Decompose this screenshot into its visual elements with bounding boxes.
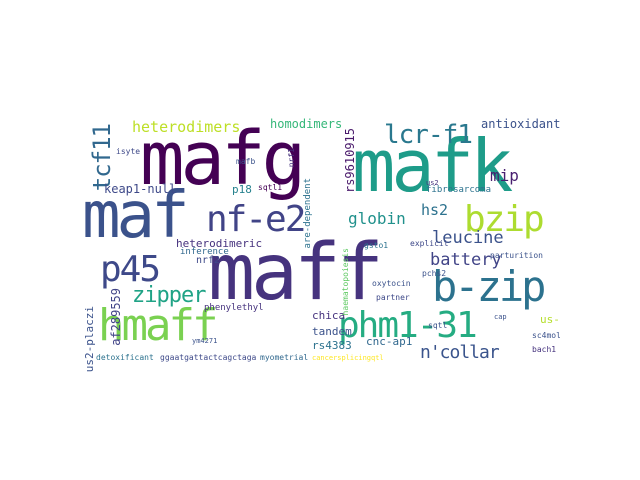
word-chica: chica <box>312 309 346 322</box>
word-parturition: parturition <box>490 251 543 260</box>
word-gsto1: gsto1 <box>364 241 389 250</box>
word-heterodimers: heterodimers <box>132 118 241 136</box>
word-heterodimeric: heterodimeric <box>176 237 263 250</box>
word-inference: inference <box>180 247 229 257</box>
word-sqtl1: sqtl1 <box>258 183 283 192</box>
word-rs4383: rs4383 <box>312 339 352 352</box>
word-oxytocin: oxytocin <box>372 279 411 288</box>
word-pchs2: pchs2 <box>422 269 447 278</box>
word-haematopoiesis: haematopoiesis <box>341 248 350 316</box>
word-bach1: bach1 <box>532 345 557 354</box>
word-af289559: af289559 <box>109 288 123 346</box>
word-partner: partner <box>376 293 410 302</box>
word-leucine: leucine <box>432 228 504 248</box>
word-bzip: bzip <box>464 199 545 240</box>
word-p45: p45 <box>100 249 161 290</box>
word-globin: globin <box>348 209 406 228</box>
word-isyte: isyte <box>116 147 141 156</box>
word-mafg: mafg <box>140 116 306 202</box>
word-cloud: maff mafk mafg maf hmaff phm1-31 b-zip n… <box>80 108 560 372</box>
word-us-2: us-2 <box>540 313 560 326</box>
word-hmaff: hmaff <box>98 300 218 351</box>
word-nf-e2: nf-e2 <box>206 199 306 240</box>
word-fibrosarcoma: fibrosarcoma <box>426 185 492 195</box>
word-rs9610915: rs9610915 <box>343 128 357 194</box>
word-mafk: mafk <box>352 124 513 208</box>
word-battery: battery <box>430 250 502 270</box>
word-nus2-placzi: nus2-placzi <box>83 306 96 372</box>
word-b-zip: b-zip <box>432 262 546 311</box>
word-homodimers: homodimers <box>270 117 343 131</box>
word-phm1-31: phm1-31 <box>338 305 478 346</box>
word-maf: maf <box>82 179 190 253</box>
word-cancersplicingqtl: cancersplicingqtl <box>312 354 384 362</box>
word-cnc-ap1: cnc-ap1 <box>366 335 413 348</box>
word-are-dependent: are-dependent <box>303 178 313 249</box>
word-antioxidant: antioxidant <box>481 117 560 131</box>
word-explicit: explicit <box>410 239 449 248</box>
word-mip: mip <box>490 166 519 185</box>
word-ncollar: n'collar <box>420 342 500 363</box>
word-detoxificant: detoxificant <box>96 353 154 362</box>
word-lcr-f1: lcr-f1 <box>384 120 473 150</box>
word-phenylethyl: phenylethyl <box>204 303 264 313</box>
word-zipper: zipper <box>132 283 206 308</box>
word-tandem: tandem <box>312 325 352 338</box>
word-sc4mol: sc4mol <box>532 331 560 340</box>
word-ggaatgattactcagctaga: ggaatgattactcagctaga <box>160 353 257 362</box>
word-mafb: mafb <box>236 157 256 166</box>
word-maff: maff <box>208 228 384 318</box>
word-sqtl: sqtl <box>428 321 448 330</box>
word-ym4271: ym4271 <box>192 337 218 345</box>
word-nrf2: nrf2 <box>196 255 221 266</box>
word-myometrial: myometrial <box>260 353 309 362</box>
word-nrf1: nrf1 <box>287 148 296 168</box>
word-keap1-null: keap1-null <box>104 182 177 196</box>
word-p18: p18 <box>232 183 252 196</box>
word-us2: us2 <box>426 179 439 187</box>
word-hs2: hs2 <box>421 201 449 219</box>
word-cap: cap <box>494 313 507 321</box>
